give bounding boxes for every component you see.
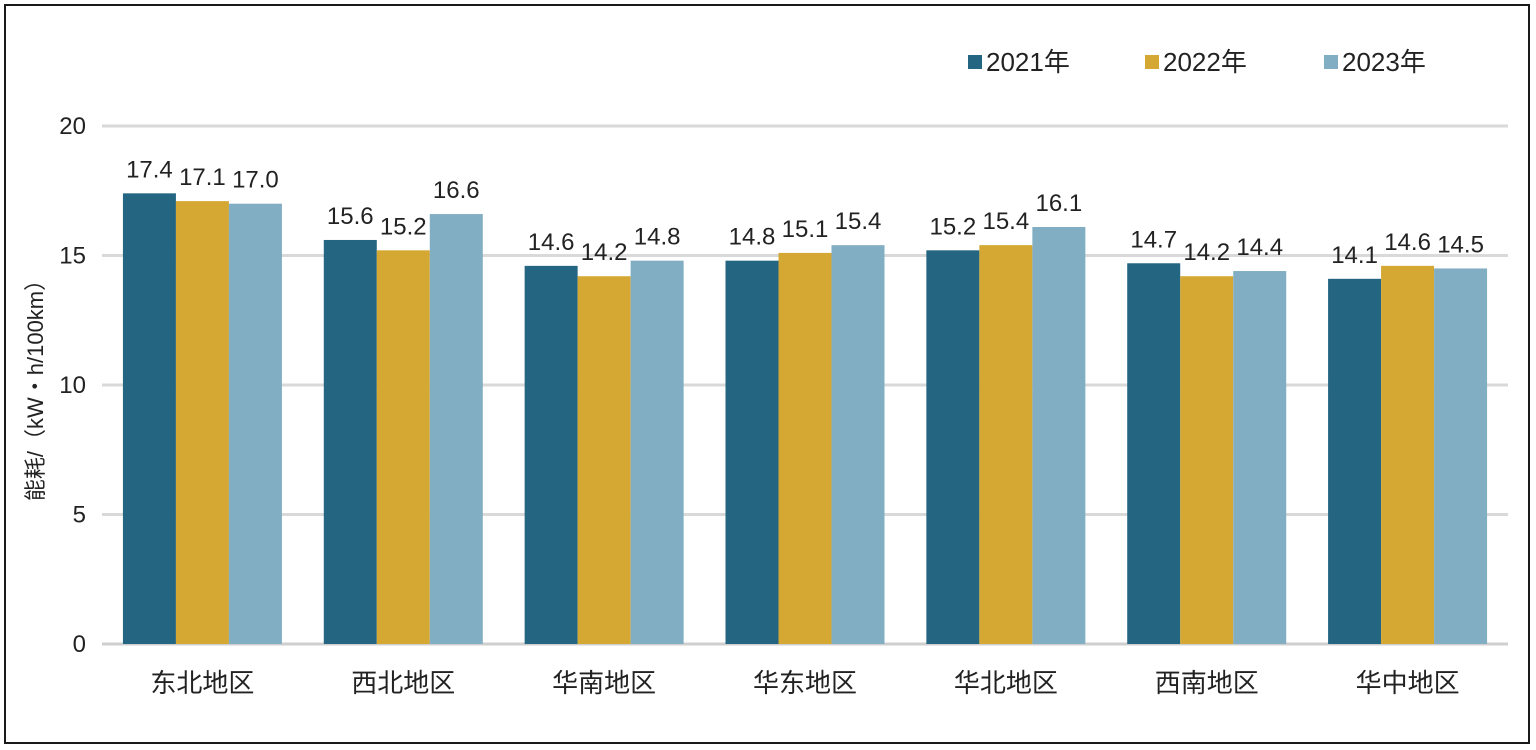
bar — [778, 252, 832, 644]
bar — [228, 203, 282, 644]
data-label: 16.6 — [433, 177, 480, 204]
y-tick-label: 0 — [73, 631, 86, 658]
data-labels: 17.4 17.1 17.015.6 15.216.614.6 14.214.8 14.8… — [126, 156, 1484, 268]
data-label: 14.7 — [1130, 226, 1177, 253]
x-category-label: 华北地区 — [954, 668, 1058, 698]
data-label: 17.0 — [232, 167, 279, 194]
data-label: 14.6 — [528, 229, 575, 256]
y-tick-label: 15 — [59, 243, 86, 270]
bar — [175, 201, 229, 645]
bar — [1434, 268, 1488, 644]
x-axis-categories: 东北地区 西北地区 华南地区 华东地区 华北地区 西南地区 华中地区 — [150, 668, 1459, 698]
legend-label: 2023年 — [1342, 47, 1426, 77]
bar — [1127, 263, 1181, 644]
legend: 2021年 2022年 2023年 — [968, 47, 1426, 77]
data-label: 15.2 — [929, 213, 976, 240]
data-label: 17.1 — [179, 164, 226, 191]
y-tick-label: 10 — [59, 372, 86, 399]
data-label: 14.1 — [1331, 242, 1378, 269]
x-category-label: 华南地区 — [552, 668, 656, 698]
data-label: 14.2 — [581, 239, 628, 266]
legend-swatch — [1145, 55, 1159, 69]
x-category-label: 西北地区 — [351, 668, 455, 698]
y-tick-label: 20 — [59, 113, 86, 140]
data-label: 15.4 — [835, 208, 882, 235]
legend-label: 2021年 — [986, 47, 1070, 77]
y-axis-title: 能耗/（kW・h/100km） — [23, 269, 48, 501]
bar — [376, 250, 430, 644]
bar — [1180, 276, 1234, 644]
legend-swatch — [968, 55, 982, 69]
data-label: 15.1 — [782, 216, 829, 243]
bar — [122, 193, 176, 644]
data-label: 15.2 — [380, 213, 427, 240]
y-tick-label: 5 — [73, 502, 86, 529]
bar — [926, 250, 980, 644]
data-label: 14.2 — [1183, 239, 1230, 266]
x-category-label: 华中地区 — [1356, 668, 1460, 698]
bar — [1328, 278, 1382, 644]
bar — [1233, 271, 1287, 644]
data-label: 14.8 — [729, 224, 776, 251]
x-category-label: 华东地区 — [753, 668, 857, 698]
bars — [122, 193, 1488, 645]
bar — [630, 260, 684, 644]
bar — [577, 276, 631, 644]
bar — [429, 214, 483, 644]
bar — [979, 245, 1033, 644]
data-label: 17.4 — [126, 156, 173, 183]
bar — [1381, 265, 1435, 644]
data-label: 14.4 — [1236, 234, 1283, 261]
data-label: 14.8 — [634, 224, 681, 251]
bar — [1032, 227, 1086, 644]
data-label: 15.6 — [327, 203, 374, 230]
legend-swatch — [1324, 55, 1338, 69]
x-category-label: 东北地区 — [150, 668, 254, 698]
bar — [524, 265, 578, 644]
y-axis-ticks: 0 5 10 15 20 — [59, 113, 86, 658]
data-label: 14.5 — [1437, 231, 1484, 258]
x-category-label: 西南地区 — [1155, 668, 1259, 698]
bar — [831, 245, 885, 644]
data-label: 15.4 — [982, 208, 1029, 235]
bar — [323, 239, 377, 644]
data-label: 14.6 — [1384, 229, 1431, 256]
legend-label: 2022年 — [1163, 47, 1247, 77]
bar — [725, 260, 779, 644]
data-label: 16.1 — [1035, 190, 1082, 217]
